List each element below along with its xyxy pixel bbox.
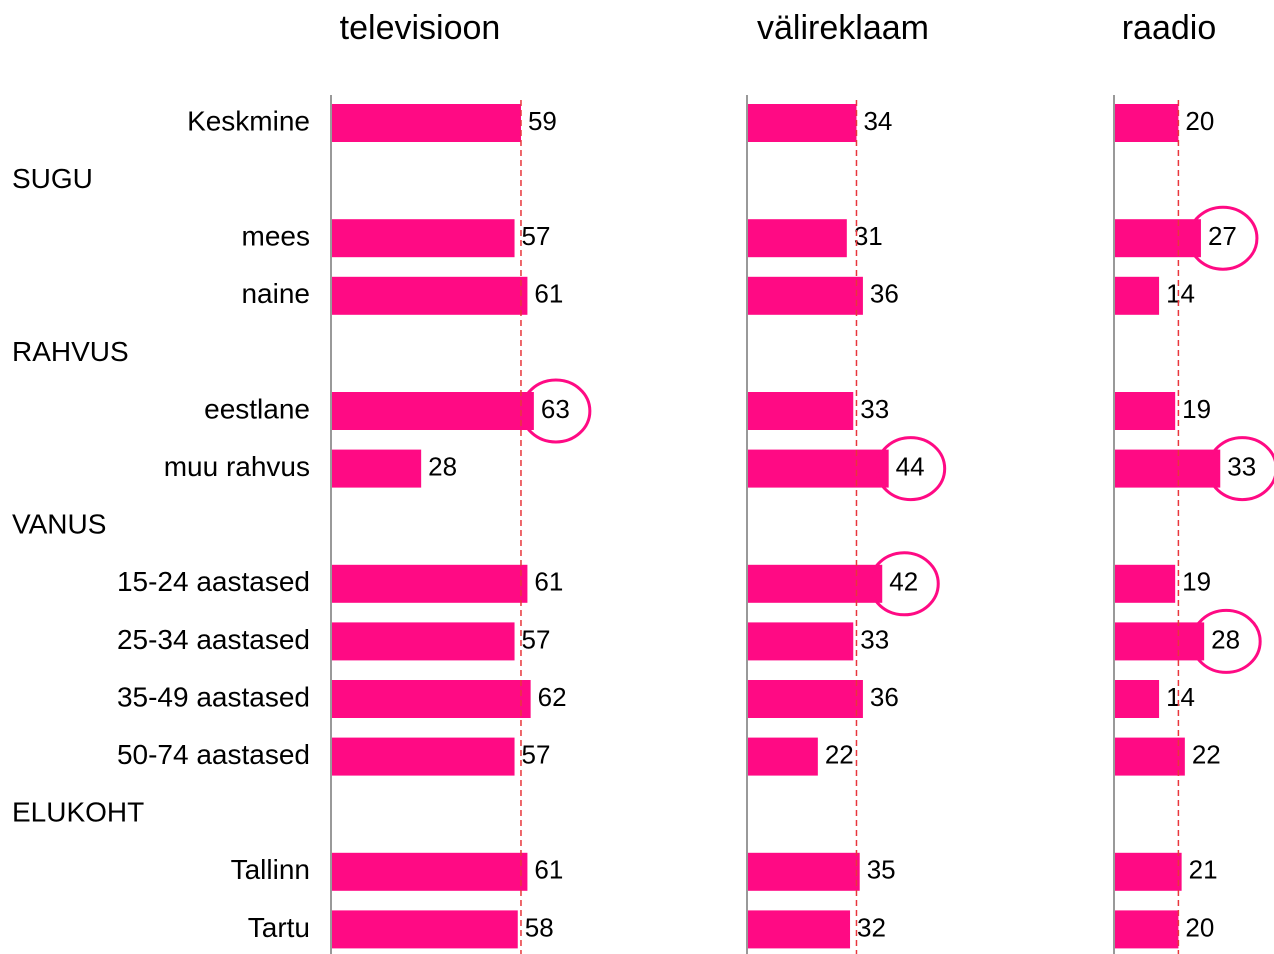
bar [747,104,857,142]
category-label: 15-24 aastased [117,566,310,597]
value-label: 62 [538,682,567,712]
value-label: 33 [860,624,889,654]
bar [331,392,534,430]
bar [747,737,818,776]
category-label: Tallinn [231,854,310,885]
bar [1114,276,1160,315]
highlight-circle [1206,436,1274,502]
bar [331,737,515,776]
bar [331,852,528,891]
bar [747,680,863,718]
bar [331,104,521,142]
bar [747,392,854,430]
highlight-circle [868,551,940,617]
value-label: 28 [428,451,457,481]
bar [331,910,518,949]
value-label: 36 [870,682,899,712]
value-label: 63 [541,394,570,424]
value-label: 35 [867,855,896,885]
value-label: 34 [863,106,892,136]
category-label: Tartu [248,912,310,943]
highlight-circle [875,436,947,502]
highlight-circle [1190,608,1262,674]
value-label: 20 [1185,106,1214,136]
bar [1114,104,1179,142]
value-label: 58 [525,912,554,942]
bar [331,622,515,661]
value-label: 19 [1182,567,1211,597]
bar [1114,910,1179,949]
bar [747,449,889,488]
value-label: 33 [1227,451,1256,481]
value-label: 20 [1185,912,1214,942]
group-label: ELUKOHT [12,797,144,828]
group-label: SUGU [12,163,93,194]
panel-title: televisioon [340,9,501,47]
value-label: 42 [889,567,918,597]
value-label: 22 [1192,739,1221,769]
group-label: RAHVUS [12,336,129,367]
value-label: 21 [1189,855,1218,885]
category-label: eestlane [204,393,310,424]
value-label: 36 [870,279,899,309]
bar [747,564,883,603]
panel-title: välireklaam [757,9,929,47]
value-label: 44 [896,451,925,481]
category-label: 50-74 aastased [117,739,310,770]
bar [331,276,528,315]
bar [1114,737,1185,776]
value-label: 32 [857,912,886,942]
bar [1114,392,1176,430]
value-label: 61 [534,567,563,597]
bar [747,852,860,891]
bar [747,276,863,315]
value-label: 57 [522,739,551,769]
bar [1114,219,1201,258]
group-label: VANUS [12,509,106,540]
highlight-circle [1187,205,1259,271]
bar [1114,564,1176,603]
value-label: 19 [1182,394,1211,424]
value-label: 61 [534,855,563,885]
value-label: 57 [522,221,551,251]
panel-title: raadio [1122,9,1217,47]
bar [1114,680,1160,718]
bar [331,219,515,258]
bar [747,219,847,258]
value-label: 59 [528,106,557,136]
bar [331,449,422,488]
bar [1114,852,1182,891]
category-label: 25-34 aastased [117,624,310,655]
value-label: 22 [825,739,854,769]
bar [747,910,851,949]
value-label: 33 [860,394,889,424]
bar [1114,622,1205,661]
category-label: mees [242,221,310,252]
bar [1114,449,1221,488]
bar [331,680,531,718]
bar [747,622,854,661]
bar [331,564,528,603]
highlight-circle [520,378,592,444]
category-label: Keskmine [187,105,310,136]
value-label: 31 [854,221,883,251]
category-label: muu rahvus [164,451,310,482]
value-label: 57 [522,624,551,654]
value-label: 28 [1211,624,1240,654]
value-label: 14 [1166,279,1195,309]
value-label: 14 [1166,682,1195,712]
category-label: naine [241,278,310,309]
value-label: 61 [534,279,563,309]
value-label: 27 [1208,221,1237,251]
category-label: 35-49 aastased [117,681,310,712]
